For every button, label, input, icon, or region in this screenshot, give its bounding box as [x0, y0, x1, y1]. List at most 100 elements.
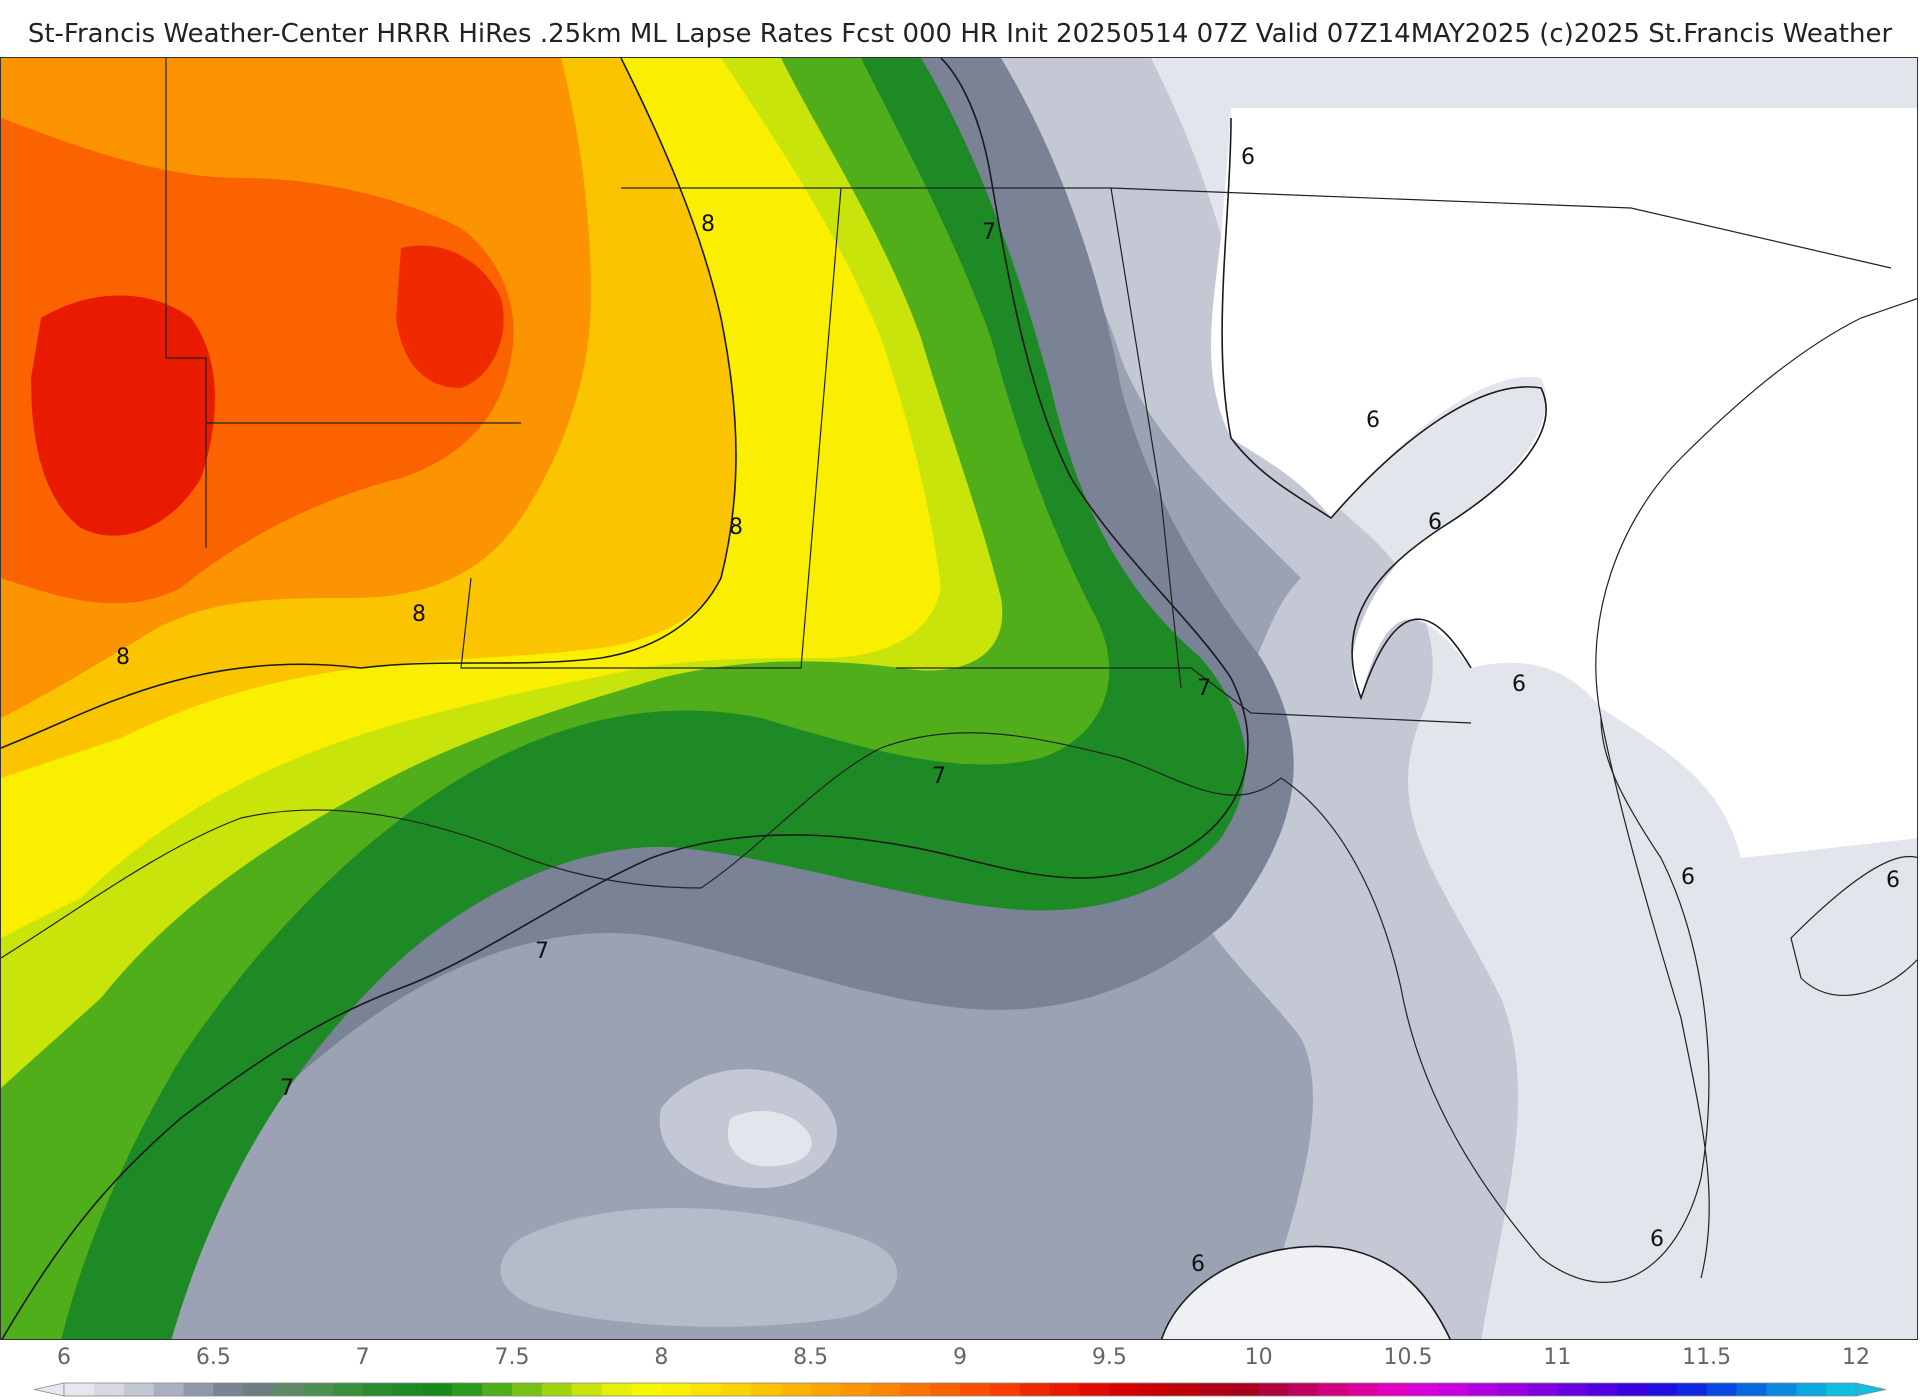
legend-color-swatch — [1288, 1383, 1319, 1396]
legend-tick-label: 12 — [1842, 1345, 1870, 1370]
gulf-south-white-area — [1161, 1246, 1451, 1339]
legend-color-swatch — [1467, 1383, 1499, 1396]
legend-bar-outline — [63, 1382, 1857, 1397]
legend-color-swatch — [183, 1383, 214, 1396]
carolinas-white-area — [1211, 108, 1917, 858]
legend-color-swatch — [780, 1383, 812, 1396]
alabama-georgia-border — [841, 187, 1182, 689]
legend-color-swatch — [1139, 1383, 1170, 1396]
contour-label: 6 — [1886, 868, 1900, 893]
legend-color-swatch — [93, 1383, 125, 1396]
georgia-sc-border — [1110, 187, 1892, 269]
legend-color-swatch — [900, 1383, 931, 1396]
legend-tick-label: 11.5 — [1682, 1345, 1731, 1370]
legend-color-swatch — [691, 1383, 722, 1396]
legend-tick-label: 8 — [654, 1345, 668, 1370]
legend-tick-label: 9 — [953, 1345, 967, 1370]
legend-color-swatch — [1437, 1383, 1469, 1396]
texas-panhandle-border — [165, 58, 207, 548]
contour-label: 6 — [1428, 510, 1442, 535]
florida-east-coast — [1600, 717, 1710, 1279]
legend-tick-label: 11 — [1543, 1345, 1571, 1370]
legend-color-swatch — [1617, 1383, 1648, 1396]
legend-color-swatch — [1019, 1383, 1051, 1396]
legend-color-swatch — [571, 1383, 603, 1396]
legend-color-swatch — [810, 1383, 842, 1396]
legend-tick-label: 6 — [57, 1345, 71, 1370]
legend-color-swatch — [1736, 1383, 1767, 1396]
legend-color-swatch — [661, 1383, 692, 1396]
legend-color-swatch — [243, 1383, 274, 1396]
contour-label: 6 — [1366, 408, 1380, 433]
contour-label: 8 — [729, 515, 743, 540]
contour-label: 8 — [701, 212, 715, 237]
legend-color-swatch — [1497, 1383, 1528, 1396]
gulf-light-band — [500, 1208, 898, 1327]
legend-color-swatch — [512, 1383, 543, 1396]
red-secondary-region — [396, 245, 504, 388]
contour-label: 8 — [116, 645, 130, 670]
legend-color-swatch — [302, 1383, 334, 1396]
contour-7-line — [1, 58, 1249, 1339]
legend-tick-label: 9.5 — [1092, 1345, 1127, 1370]
bahamas-outline — [1790, 855, 1917, 997]
contour-label: 7 — [982, 220, 996, 245]
legend-color-swatch — [1049, 1383, 1080, 1396]
legend-color-swatch — [1646, 1383, 1678, 1396]
contour-6-east-line — [1221, 117, 1547, 701]
legend-max-arrow — [1855, 1382, 1887, 1397]
legend-tick-label: 7 — [356, 1345, 370, 1370]
legend-color-swatch — [1587, 1383, 1618, 1396]
legend-color-swatch — [960, 1383, 991, 1396]
legend-tick-group: 6 6.5 7 7.5 8 8.5 9 9.5 10 10.5 11 11.5 12 — [57, 1345, 1870, 1370]
legend-color-swatch — [1378, 1383, 1409, 1396]
legend-color-swatch — [1109, 1383, 1140, 1396]
legend-color-swatch — [392, 1383, 423, 1396]
legend-color-swatch — [1826, 1383, 1857, 1396]
legend-tick-label: 10.5 — [1384, 1345, 1433, 1370]
legend-color-swatch — [1198, 1383, 1230, 1396]
legend-color-swatch — [1796, 1383, 1827, 1396]
legend-tick-label: 7.5 — [495, 1345, 530, 1370]
legend-color-swatch — [541, 1383, 573, 1396]
legend-color-swatch — [1706, 1383, 1738, 1396]
legend-tick-label: 8.5 — [793, 1345, 828, 1370]
legend-color-swatch — [1079, 1383, 1110, 1396]
legend-color-swatch — [601, 1383, 632, 1396]
contour-6-gulf-line — [1160, 1245, 1451, 1339]
legend-color-swatch — [153, 1383, 184, 1396]
map-panel: 8 8 8 8 7 7 7 7 7 6 6 6 6 6 6 6 6 — [0, 57, 1918, 1340]
legend-color-swatch — [1527, 1383, 1558, 1396]
legend-color-bar — [33, 1382, 1887, 1397]
legend-color-swatch — [1258, 1383, 1290, 1396]
contour-label: 6 — [1681, 865, 1695, 890]
legend-color-swatch — [840, 1383, 871, 1396]
legend-tick-label: 10 — [1245, 1345, 1273, 1370]
legend-color-swatch — [1318, 1383, 1349, 1396]
legend-color-swatch — [1348, 1383, 1379, 1396]
legend-tick-label: 6.5 — [196, 1345, 231, 1370]
contour-label: 6 — [1512, 672, 1526, 697]
legend-color-swatch — [631, 1383, 662, 1396]
contour-8-line — [1, 58, 737, 749]
contour-label: 7 — [932, 764, 946, 789]
contour-label: 8 — [412, 602, 426, 627]
legend-color-swatch — [422, 1383, 453, 1396]
legend-color-swatch — [332, 1383, 364, 1396]
contour-label: 6 — [1650, 1227, 1664, 1252]
legend-panel: 6 6.5 7 7.5 8 8.5 9 9.5 10 10.5 11 11.5 12 — [0, 1340, 1920, 1400]
legend-color-swatch — [1766, 1383, 1797, 1396]
legend-color-swatch — [721, 1383, 752, 1396]
contour-label: 6 — [1241, 145, 1255, 170]
contour-label: 6 — [1191, 1252, 1205, 1277]
legend-color-swatch — [930, 1383, 961, 1396]
color-scale-legend[interactable]: 6 6.5 7 7.5 8 8.5 9 9.5 10 10.5 11 11.5 12 — [0, 1340, 1920, 1400]
legend-color-swatch — [213, 1383, 244, 1396]
legend-color-swatch — [362, 1383, 394, 1396]
legend-min-arrow — [33, 1382, 65, 1397]
legend-color-swatch — [1557, 1383, 1588, 1396]
legend-color-swatch — [482, 1383, 513, 1396]
legend-color-swatch — [1676, 1383, 1708, 1396]
lapse-rate-map[interactable]: 8 8 8 8 7 7 7 7 7 6 6 6 6 6 6 6 6 — [1, 58, 1918, 1340]
legend-color-swatch — [1228, 1383, 1260, 1396]
